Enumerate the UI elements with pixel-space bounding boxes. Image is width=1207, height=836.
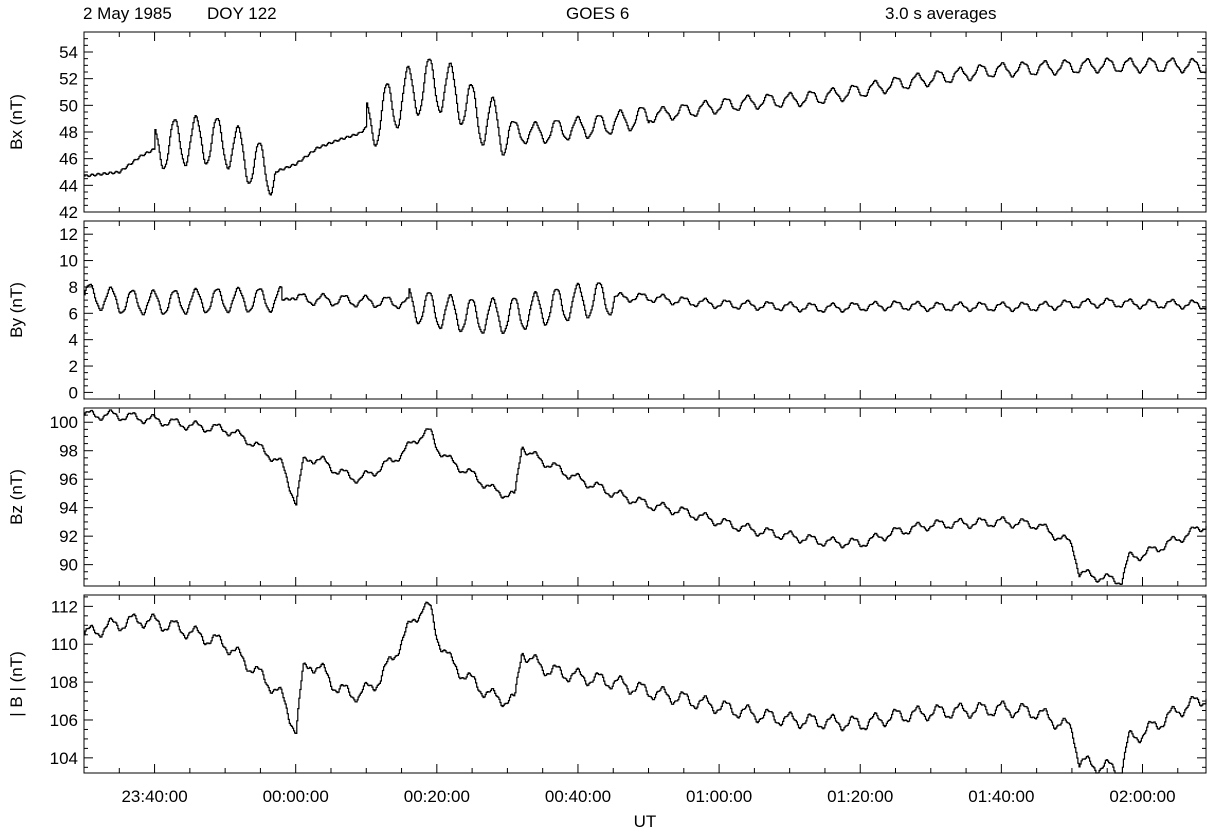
x-tick-label: 01:40:00 [968,787,1034,806]
y-tick-label: 50 [59,96,78,115]
y-axis-label: Bz (nT) [7,469,26,525]
x-tick-label: 23:40:00 [121,787,187,806]
panel-2: 0 2 4 6 8 10 12 By (nT) [7,220,1207,402]
x-tick-label: 00:20:00 [404,787,470,806]
y-tick-label: 90 [59,556,78,575]
panel-frame [83,594,1207,774]
y-tick-label: 94 [59,499,78,518]
y-tick-label: 0 [69,383,78,402]
series-line [84,282,1207,334]
panel-frame [83,220,1207,400]
header-satellite: GOES 6 [566,4,630,23]
y-tick-label: 100 [50,413,78,432]
y-tick-label: 104 [50,749,78,768]
y-tick-label: 48 [59,123,78,142]
header-averaging: 3.0 s averages [885,4,997,23]
panel-frame [83,407,1207,587]
y-tick-label: 112 [51,597,78,616]
y-tick-label: 12 [59,225,78,244]
y-tick-label: 4 [69,331,78,350]
panel-4: 104 106 108 110 112 | B | (nT) [7,594,1207,774]
x-tick-label: 01:00:00 [686,787,752,806]
x-tick-label: 00:00:00 [263,787,329,806]
header-date: 2 May 1985 [83,4,172,23]
series-line [84,57,1207,196]
header-doy: DOY 122 [207,4,277,23]
series-line [84,601,1207,774]
y-tick-label: 8 [69,278,78,297]
y-tick-label: 108 [50,673,78,692]
x-axis-title: UT [634,812,657,831]
y-tick-label: 98 [59,442,78,461]
y-axis-label: | B | (nT) [7,651,26,717]
y-axis-label: Bx (nT) [7,94,26,150]
y-tick-label: 6 [69,304,78,323]
y-tick-label: 96 [59,470,78,489]
y-tick-label: 110 [51,635,78,654]
y-tick-label: 106 [50,711,78,730]
y-tick-label: 42 [59,203,78,222]
y-axis-label: By (nT) [7,282,26,338]
y-tick-label: 92 [59,527,78,546]
y-tick-label: 10 [59,252,78,271]
y-tick-label: 46 [59,150,78,169]
series-line [84,409,1207,585]
y-tick-label: 54 [59,43,78,62]
y-tick-label: 2 [69,357,78,376]
panel-1: 42 44 46 48 50 52 54 Bx (nT) [7,31,1207,222]
x-tick-label: 01:20:00 [827,787,893,806]
x-tick-label: 00:40:00 [545,787,611,806]
y-tick-label: 44 [59,176,78,195]
panel-3: 90 92 94 96 98 100 Bz (nT) [7,407,1207,587]
panel-frame [83,31,1207,213]
x-tick-label: 02:00:00 [1109,787,1175,806]
y-tick-label: 52 [59,70,78,89]
